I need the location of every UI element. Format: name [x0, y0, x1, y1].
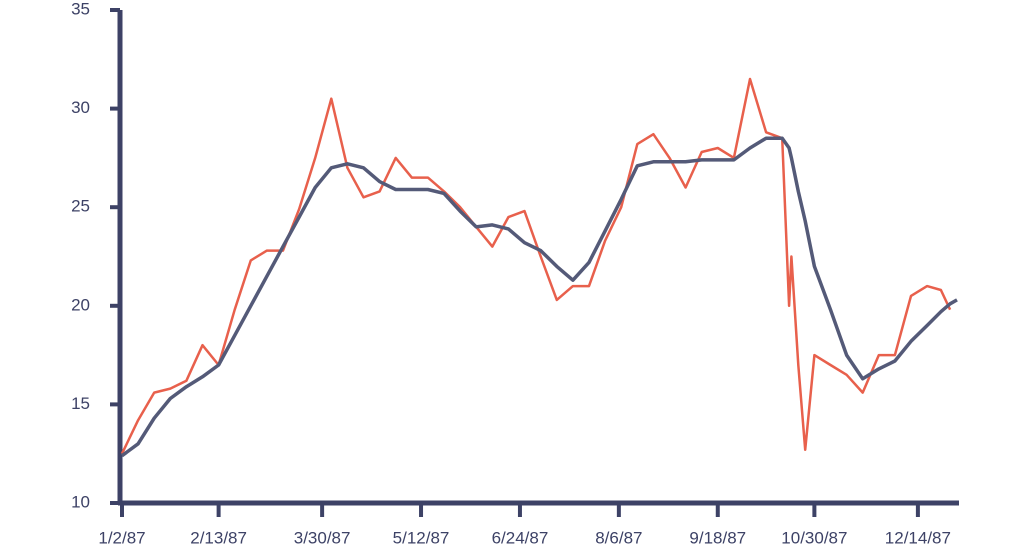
y-tick-label: 15 [71, 394, 90, 413]
x-tick-label: 6/24/87 [492, 528, 549, 547]
y-tick-label: 30 [71, 98, 90, 117]
x-tick-label: 9/18/87 [689, 528, 746, 547]
x-tick-label: 10/30/87 [781, 528, 847, 547]
x-tick-label: 12/14/87 [885, 528, 951, 547]
y-tick-label: 10 [71, 492, 90, 511]
x-tick-label: 3/30/87 [294, 528, 351, 547]
y-tick-label: 35 [71, 0, 90, 18]
x-tick-label: 2/13/87 [190, 528, 247, 547]
y-tick-label: 20 [71, 295, 90, 314]
x-tick-label: 5/12/87 [393, 528, 450, 547]
series-line [120, 136, 958, 458]
x-tick-label: 8/6/87 [595, 528, 642, 547]
y-tick-label: 25 [71, 197, 90, 216]
x-tick-label: 1/2/87 [98, 528, 145, 547]
series-line [120, 77, 952, 455]
